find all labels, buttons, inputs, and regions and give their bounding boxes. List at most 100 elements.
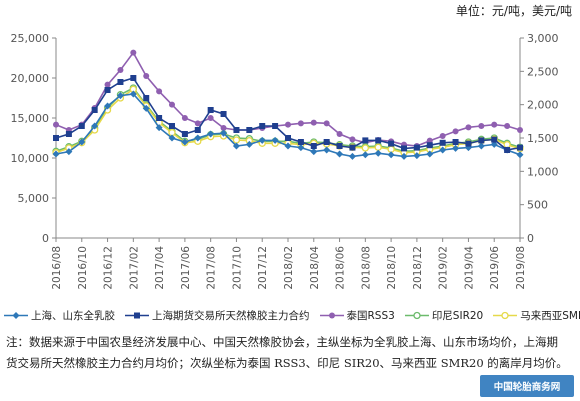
legend: 上海、山东全乳胶 上海期货交易所天然橡胶主力合约 泰国RSS3 印尼SIR20 马来西亚…: [4, 306, 580, 324]
data-point: [169, 101, 175, 108]
data-point: [478, 123, 485, 129]
data-point: [142, 104, 150, 112]
x-tick-label: 2018/06: [335, 246, 347, 290]
x-tick-label: 2016/12: [103, 246, 115, 290]
data-point: [78, 138, 86, 146]
x-tick-label: 2019/08: [515, 246, 527, 290]
data-point: [452, 128, 459, 135]
y-right-tick-label: 1,500: [527, 132, 559, 145]
data-point: [374, 149, 382, 157]
legend-item: 上海期货交易所天然橡胶主力合约: [125, 308, 310, 323]
x-tick-label: 2016/08: [51, 246, 63, 290]
data-point: [156, 115, 163, 121]
data-point: [323, 120, 330, 127]
data-point: [374, 143, 382, 151]
y-left-tick-label: 25,000: [11, 32, 50, 45]
x-tick-label: 2019/04: [463, 246, 475, 290]
data-point: [478, 137, 485, 144]
data-point: [259, 123, 266, 129]
data-point: [233, 127, 240, 133]
data-point: [181, 138, 189, 146]
data-point: [297, 120, 304, 127]
y-right-tick-label: 0: [527, 232, 534, 245]
data-point: [194, 134, 202, 142]
x-tick-label: 2016/10: [77, 246, 89, 290]
data-point: [271, 136, 279, 144]
legend-swatch-icon: [4, 311, 28, 319]
legend-swatch-icon: [493, 311, 518, 319]
data-point: [491, 121, 498, 128]
data-point: [284, 142, 292, 150]
x-tick-label: 2017/04: [154, 246, 166, 290]
data-point: [426, 142, 433, 149]
data-point: [336, 143, 343, 149]
data-point: [52, 150, 60, 158]
data-point: [104, 87, 111, 93]
line-chart: 0 5,000 10,000 15,000 20,000 25,000 0 500 1,000 1…: [11, 32, 559, 290]
series-line: [55, 51, 521, 147]
y-right-tick-label: 3,000: [527, 32, 559, 45]
x-tick-label: 2018/12: [412, 246, 424, 290]
legend-label: 泰国RSS3: [346, 309, 395, 322]
data-point: [156, 88, 163, 95]
data-point: [220, 111, 227, 117]
data-point: [285, 135, 291, 141]
data-point: [504, 123, 511, 129]
data-point: [220, 125, 227, 131]
x-tick-label: 2017/10: [231, 246, 243, 290]
y-left-tick-label: 20,000: [11, 72, 50, 85]
data-point: [129, 90, 137, 98]
data-point: [91, 122, 99, 130]
y-right-tick-label: 2,500: [527, 65, 559, 78]
data-point: [232, 142, 240, 150]
data-point: [104, 81, 111, 88]
data-point: [130, 75, 137, 81]
x-tick-label: 2018/08: [360, 246, 372, 290]
data-point: [388, 140, 395, 147]
data-point: [207, 107, 214, 113]
data-point: [104, 102, 112, 110]
data-point: [143, 73, 150, 79]
data-point: [465, 140, 472, 147]
data-point: [413, 152, 421, 160]
data-point: [452, 144, 460, 152]
data-point: [220, 129, 228, 137]
data-point: [194, 127, 201, 133]
data-point: [491, 136, 498, 143]
data-point: [413, 144, 420, 151]
data-point: [285, 121, 291, 128]
data-point: [323, 139, 330, 145]
x-tick-label: 2017/08: [206, 246, 218, 290]
data-point: [400, 152, 408, 160]
data-point: [207, 130, 215, 138]
data-point: [130, 49, 137, 56]
data-point: [91, 107, 98, 113]
data-point: [323, 146, 331, 154]
data-point: [310, 119, 317, 126]
x-tick-label: 2019/02: [438, 246, 450, 290]
data-point: [452, 139, 459, 145]
data-point: [116, 92, 124, 100]
data-point: [349, 144, 356, 151]
data-point: [439, 146, 447, 154]
data-point: [477, 142, 485, 150]
data-point: [258, 136, 266, 144]
data-point: [361, 144, 369, 152]
data-point: [272, 123, 279, 129]
data-point: [117, 79, 124, 85]
data-point: [53, 121, 59, 128]
y-left-tick-label: 10,000: [11, 152, 50, 165]
y-right-tick-label: 500: [527, 199, 548, 212]
data-point: [155, 124, 163, 132]
legend-item: 泰国RSS3: [319, 308, 395, 323]
data-point: [245, 140, 253, 148]
data-point: [117, 67, 124, 73]
x-tick-label: 2018/02: [283, 246, 295, 290]
legend-item: 上海、山东全乳胶: [4, 308, 115, 323]
data-point: [336, 131, 343, 137]
x-tick-label: 2017/12: [257, 246, 269, 290]
x-tick-label: 2018/10: [386, 246, 398, 290]
data-point: [336, 150, 344, 158]
